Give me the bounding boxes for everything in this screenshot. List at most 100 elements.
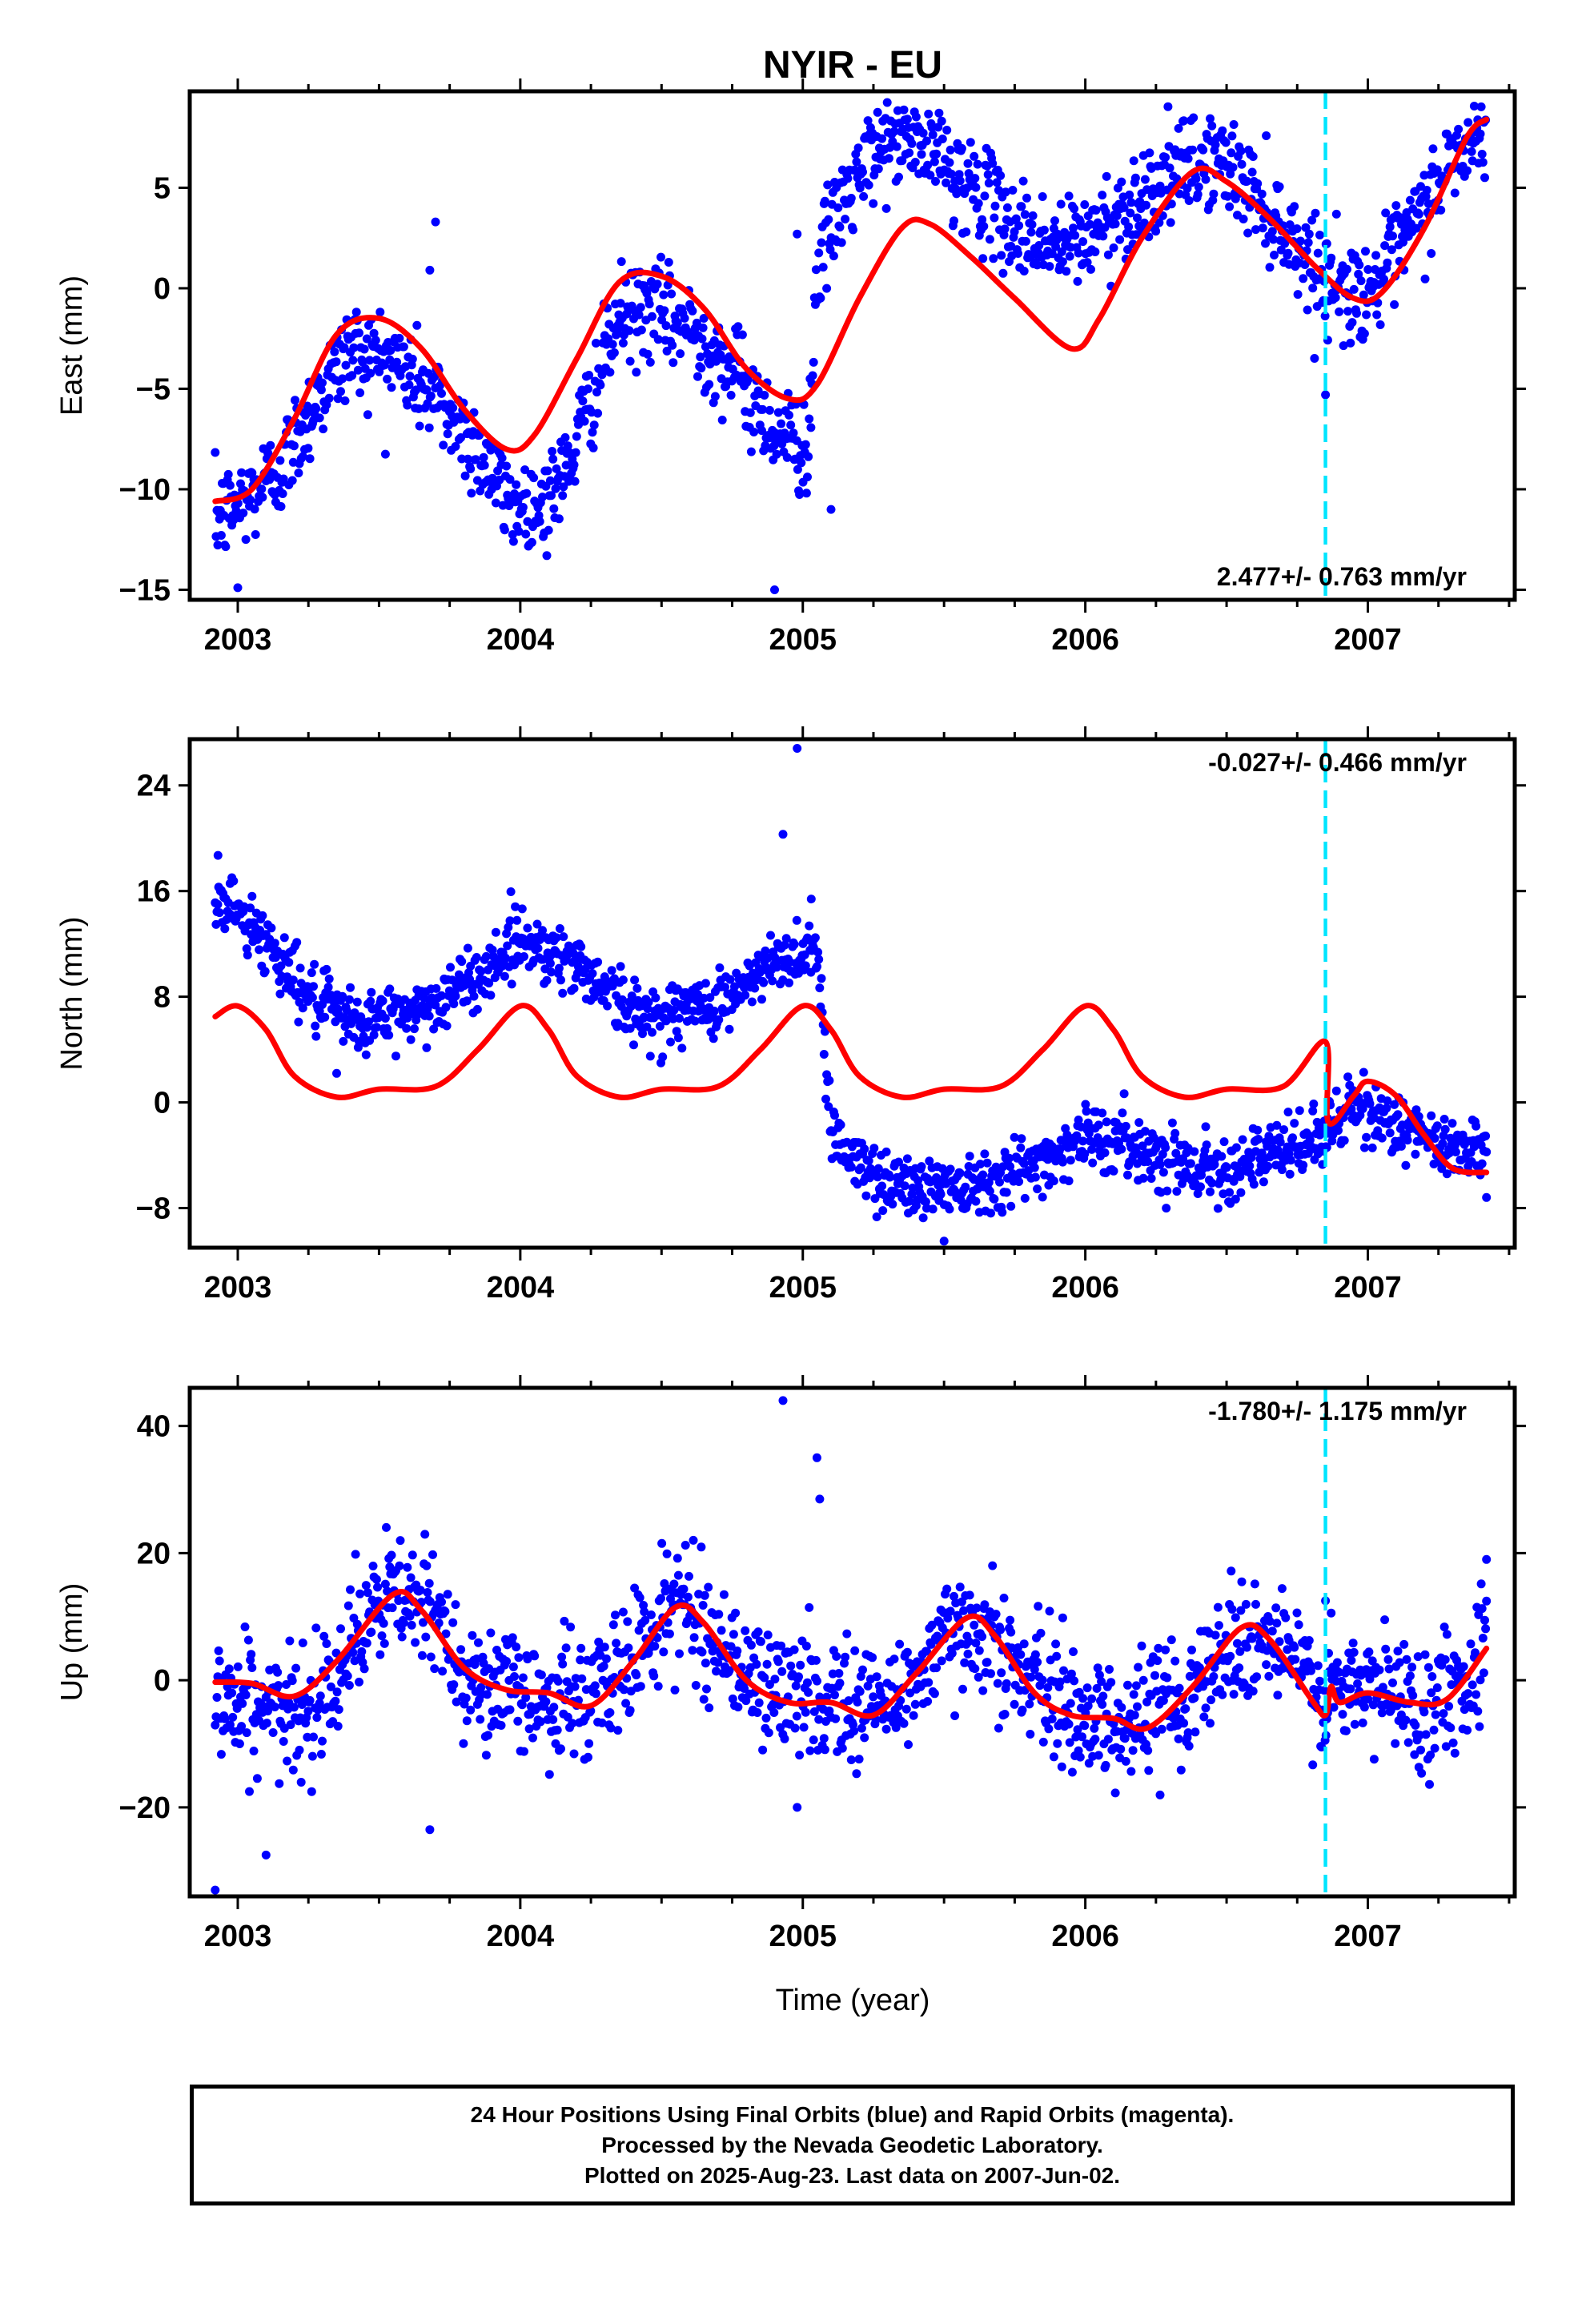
data-point <box>1364 1647 1374 1657</box>
data-point <box>324 393 334 403</box>
data-point <box>670 1685 680 1695</box>
data-point <box>1416 1745 1425 1755</box>
data-point <box>702 1684 711 1694</box>
data-point <box>243 1635 253 1645</box>
data-point <box>412 320 422 330</box>
data-point <box>786 420 796 430</box>
data-point <box>640 1607 649 1617</box>
data-point <box>548 1715 558 1724</box>
data-point <box>897 156 907 166</box>
data-point <box>1411 223 1421 233</box>
y-tick-label: 0 <box>154 1664 171 1698</box>
data-point <box>1082 1107 1091 1116</box>
rate-label: -0.027+/- 0.466 mm/yr <box>1208 748 1467 777</box>
data-point <box>861 1191 871 1200</box>
data-point <box>1179 116 1189 126</box>
data-point <box>294 1017 303 1027</box>
data-point <box>518 1673 528 1683</box>
data-point <box>965 1152 974 1161</box>
data-point <box>950 216 958 226</box>
model-curve <box>212 116 1490 505</box>
x-tick-label: 2006 <box>1051 1271 1119 1305</box>
data-point <box>225 480 235 490</box>
data-point <box>512 1642 521 1652</box>
data-point <box>782 452 792 462</box>
data-point <box>816 293 825 303</box>
data-point <box>574 962 583 971</box>
data-point <box>689 1633 699 1642</box>
data-point <box>384 1031 394 1040</box>
data-point <box>1109 1166 1118 1176</box>
data-point <box>630 975 640 985</box>
data-point <box>1025 1699 1034 1709</box>
data-point <box>1158 1696 1168 1705</box>
data-point <box>1299 1160 1308 1170</box>
data-point <box>1080 1721 1090 1731</box>
data-point <box>1243 1642 1251 1652</box>
data-point <box>823 180 833 190</box>
data-point <box>1427 1672 1437 1681</box>
data-point <box>697 1647 707 1657</box>
data-point <box>773 1657 783 1667</box>
data-point <box>1275 1137 1285 1147</box>
data-point <box>375 308 385 317</box>
data-point <box>437 1597 446 1606</box>
data-point <box>846 194 856 203</box>
data-point <box>434 1618 444 1628</box>
data-point <box>963 1649 973 1659</box>
data-point <box>1090 1735 1100 1744</box>
data-point <box>1276 245 1286 255</box>
data-point <box>594 1637 604 1647</box>
data-point <box>993 1679 1002 1688</box>
data-point <box>589 992 599 1002</box>
data-point <box>849 225 857 235</box>
data-point <box>749 428 759 436</box>
data-point <box>1034 241 1044 250</box>
data-point <box>1036 1628 1046 1638</box>
outlier-point <box>778 830 788 839</box>
data-point <box>1478 158 1488 167</box>
data-point <box>1331 209 1341 219</box>
data-point <box>385 355 395 364</box>
data-point <box>597 370 607 380</box>
data-point <box>1019 267 1029 275</box>
data-point <box>1084 1759 1094 1768</box>
data-point <box>1264 1671 1274 1681</box>
data-point <box>1281 1613 1291 1622</box>
data-point <box>237 1722 247 1731</box>
data-point <box>591 339 600 348</box>
data-point <box>924 109 934 119</box>
data-point <box>959 1606 969 1615</box>
data-point <box>750 983 760 993</box>
data-point <box>520 1747 528 1756</box>
data-point <box>872 1212 881 1221</box>
data-point <box>273 1667 283 1677</box>
data-point <box>1265 263 1275 272</box>
outlier-point <box>213 850 223 860</box>
data-point <box>1126 198 1136 207</box>
data-point <box>895 1639 905 1649</box>
data-point <box>318 1736 327 1746</box>
data-point <box>1207 1695 1216 1705</box>
data-point <box>1421 1730 1431 1739</box>
data-point <box>1383 1655 1393 1664</box>
data-point <box>1142 1697 1152 1707</box>
data-point <box>1183 1728 1193 1738</box>
data-point <box>618 338 628 348</box>
data-point <box>673 1570 683 1580</box>
data-point <box>1073 276 1082 286</box>
data-point <box>809 1735 818 1745</box>
data-point <box>559 482 568 492</box>
data-point <box>1267 227 1277 236</box>
data-point <box>882 98 892 107</box>
data-point <box>1378 1683 1387 1692</box>
data-point <box>1225 202 1235 211</box>
data-point <box>801 489 811 498</box>
data-point <box>588 969 597 979</box>
data-point <box>497 453 507 463</box>
data-point <box>780 940 789 950</box>
data-point <box>842 1629 852 1638</box>
data-point <box>600 1642 609 1652</box>
data-point <box>412 385 421 395</box>
data-point <box>1130 173 1140 183</box>
